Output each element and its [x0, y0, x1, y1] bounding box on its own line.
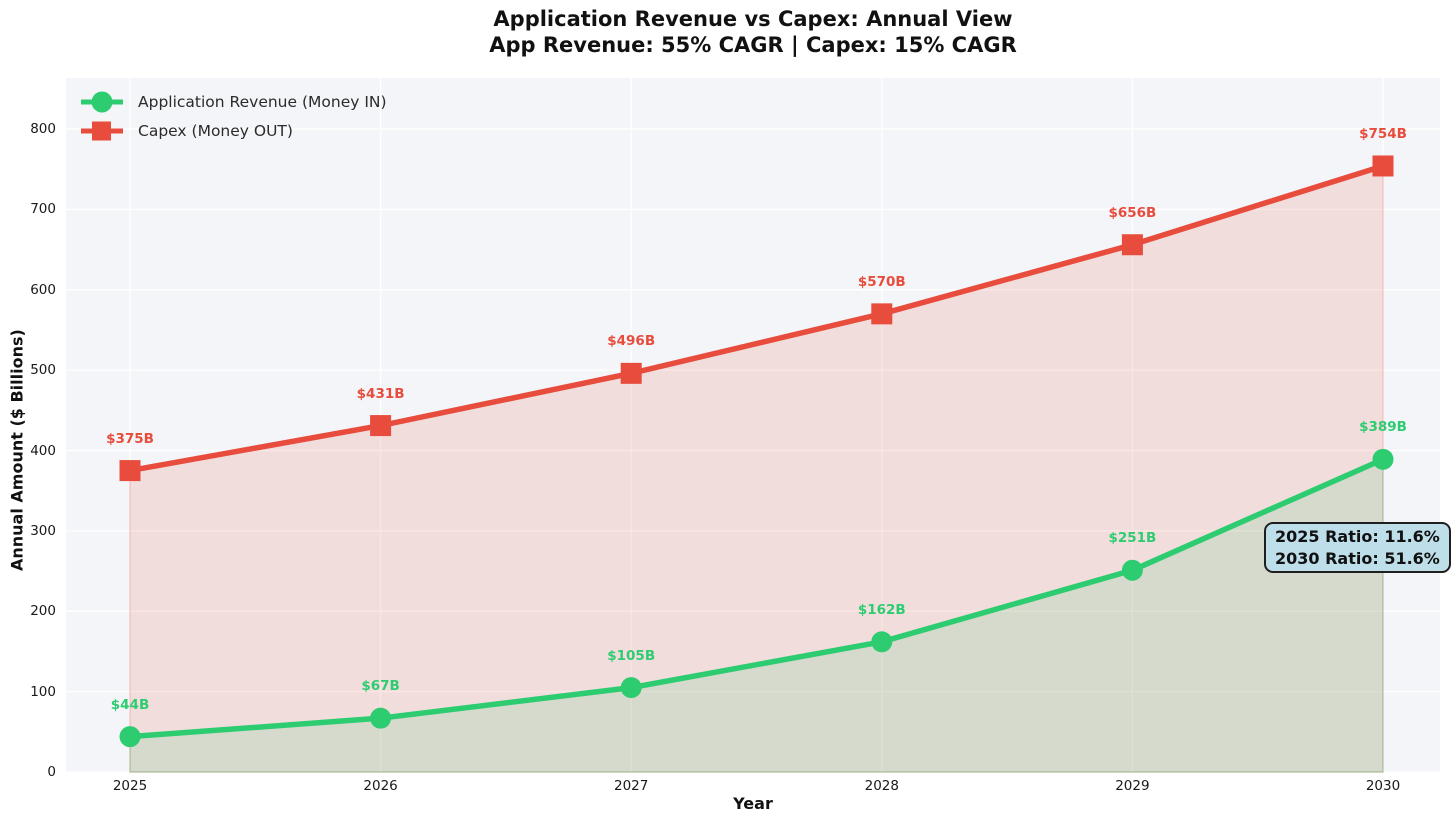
- revenue-legend-marker-icon: [81, 91, 123, 112]
- capex-point-marker: [620, 362, 642, 384]
- capex-line: [127, 163, 1386, 474]
- data-label: $44B: [110, 696, 150, 713]
- x-tick-label: 2027: [614, 778, 649, 794]
- revenue-point-marker: [1121, 559, 1143, 581]
- y-tick-label: 100: [30, 683, 56, 700]
- revenue-line: [127, 456, 1386, 740]
- data-label: $389B: [1359, 419, 1407, 436]
- x-tick-label: 2025: [112, 778, 148, 794]
- x-tick-label: 2029: [1115, 778, 1150, 794]
- legend-item-revenue: Application Revenue (Money IN): [78, 88, 387, 115]
- revenue-point-marker: [871, 631, 893, 653]
- data-label: $570B: [857, 273, 906, 290]
- revenue-point-marker: [620, 677, 642, 699]
- legend-label-revenue: Application Revenue (Money IN): [138, 92, 387, 111]
- capex-point-marker: [1372, 155, 1394, 177]
- y-tick-label: 800: [30, 121, 56, 137]
- x-axis-title: Year: [733, 794, 773, 813]
- plot-area: Application Revenue (Money IN) Capex (Mo…: [30, 78, 1440, 794]
- plot-canvas: [66, 78, 1440, 773]
- y-tick-label: 500: [30, 362, 56, 379]
- y-tick-label: 700: [30, 201, 56, 218]
- capex-point-marker: [1121, 234, 1143, 256]
- data-label: $496B: [607, 333, 656, 350]
- capex-point-marker: [119, 460, 141, 482]
- x-tick-label: 2026: [363, 778, 398, 794]
- chart-title-line2: App Revenue: 55% CAGR | Capex: 15% CAGR: [489, 33, 1017, 57]
- revenue-point-marker: [1372, 448, 1394, 470]
- data-label: $656B: [1108, 204, 1157, 221]
- capex-point-marker: [871, 303, 893, 325]
- data-label: $67B: [361, 678, 400, 695]
- y-tick-label: 400: [30, 442, 56, 459]
- legend-label-capex: Capex (Money OUT): [138, 121, 293, 140]
- data-label: $162B: [857, 601, 906, 618]
- capex-legend-marker-icon: [81, 121, 123, 140]
- ratio-annotation-line2: 2030 Ratio: 51.6%: [1275, 548, 1440, 568]
- legend-item-capex: Capex (Money OUT): [78, 117, 387, 144]
- data-label: $375B: [106, 430, 154, 447]
- y-tick-label: 0: [47, 764, 56, 780]
- y-tick-label: 300: [30, 522, 56, 539]
- ratio-annotation-line1: 2025 Ratio: 11.6%: [1275, 527, 1440, 546]
- ratio-annotation-box: 2025 Ratio: 11.6% 2030 Ratio: 51.6%: [1264, 522, 1451, 573]
- x-tick-label: 2028: [864, 778, 899, 794]
- chart-title-line1: Application Revenue vs Capex: Annual Vie…: [493, 7, 1013, 31]
- y-axis-title: Annual Amount ($ Billions): [7, 329, 27, 572]
- chart-title: Application Revenue vs Capex: Annual Vie…: [489, 6, 1017, 58]
- y-tick-label: 200: [30, 603, 56, 620]
- data-label: $754B: [1359, 125, 1407, 142]
- capex-point-marker: [370, 415, 392, 437]
- y-tick-label: 600: [30, 281, 56, 298]
- revenue-point-marker: [119, 726, 141, 748]
- data-label: $105B: [607, 647, 656, 664]
- legend: Application Revenue (Money IN) Capex (Mo…: [78, 88, 387, 144]
- x-tick-label: 2030: [1365, 778, 1401, 794]
- revenue-point-marker: [370, 707, 392, 729]
- data-label: $251B: [1108, 530, 1157, 547]
- data-label: $431B: [356, 385, 405, 402]
